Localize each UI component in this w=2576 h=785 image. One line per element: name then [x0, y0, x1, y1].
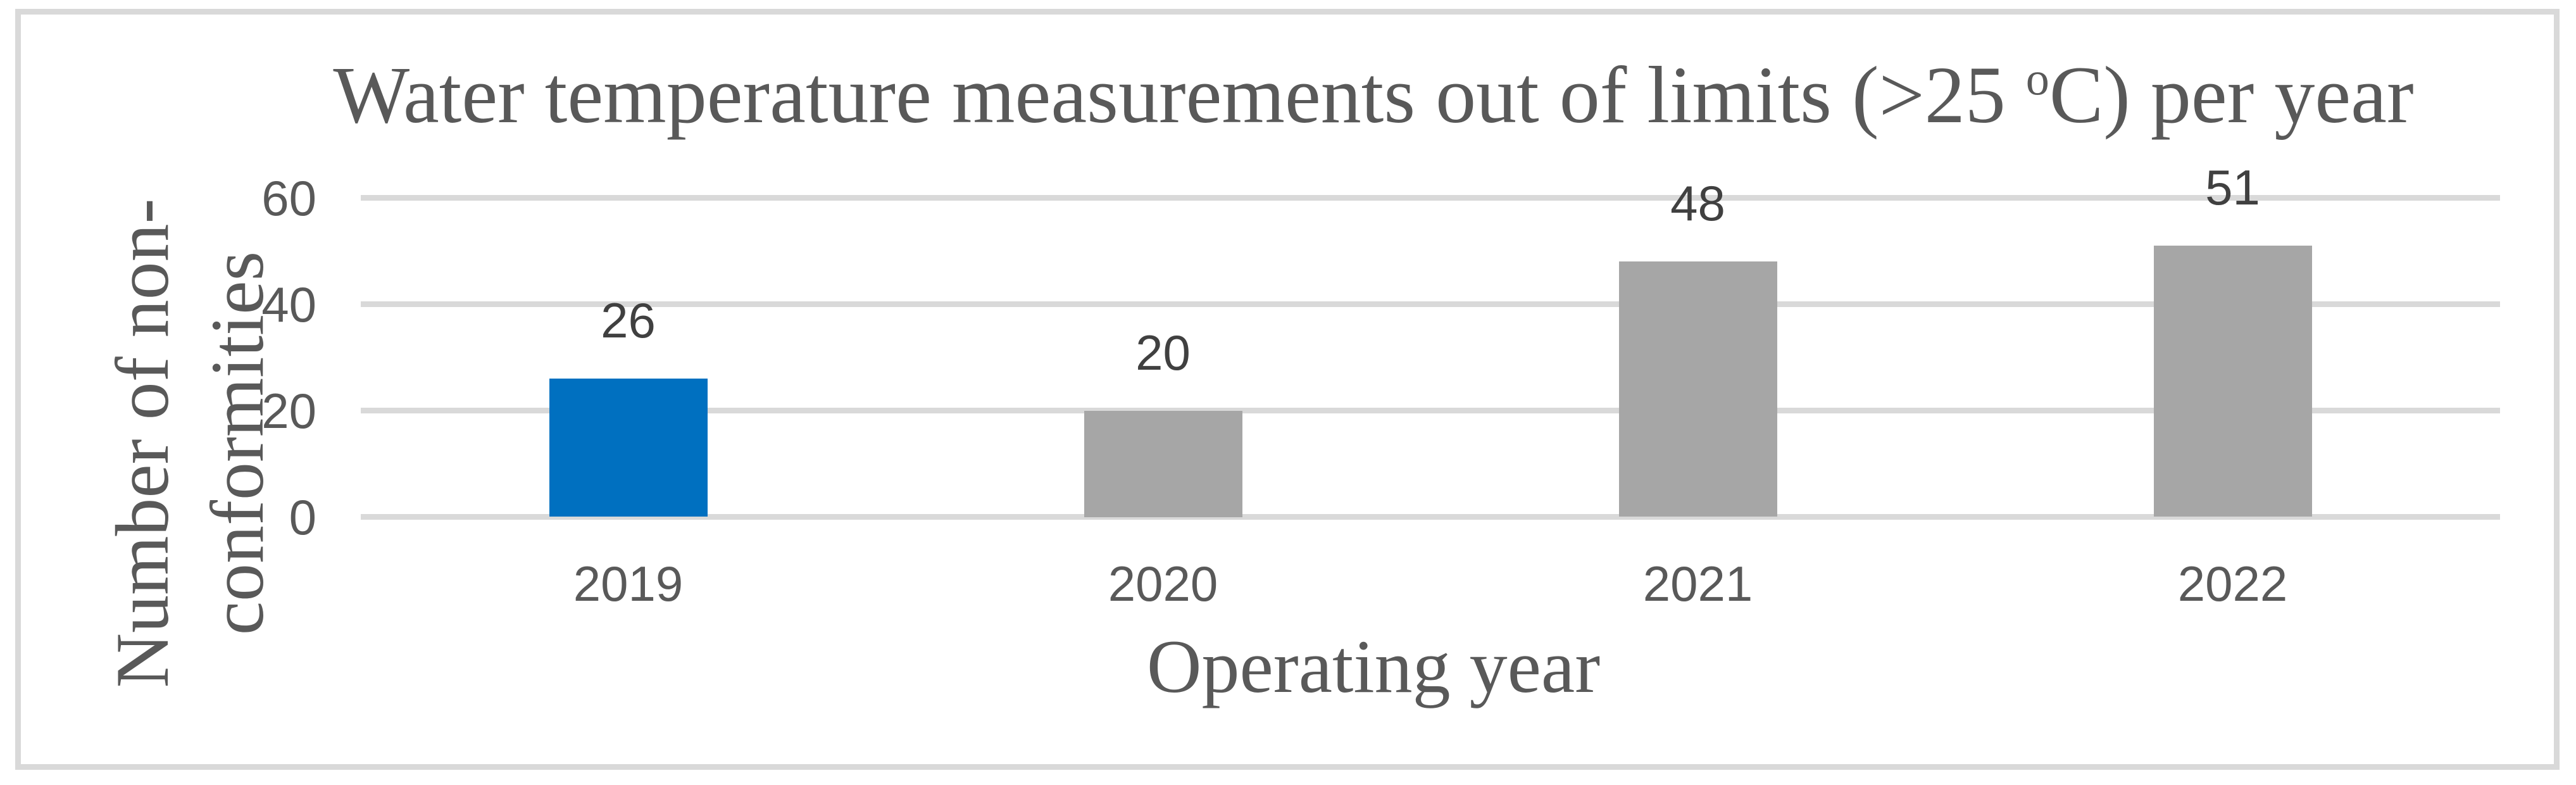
bar-2022 — [2153, 246, 2312, 517]
gridline-y0 — [361, 514, 2500, 520]
gridline-y60 — [361, 195, 2500, 201]
bar-value-label: 20 — [1135, 324, 1191, 380]
y-tick-label: 60 — [261, 170, 316, 226]
y-tick-label: 0 — [289, 489, 316, 545]
bar-value-label: 51 — [2205, 160, 2260, 216]
chart-title-superscript: o — [2025, 53, 2049, 106]
bar-value-label: 48 — [1670, 175, 1725, 232]
chart-title: Water temperature measurements out of li… — [297, 47, 2449, 142]
y-axis-title: Number of non- conformities — [100, 198, 279, 688]
chart-frame — [15, 9, 2560, 770]
x-tick-label: 2020 — [1108, 556, 1218, 612]
bar-2019 — [549, 379, 708, 517]
x-axis-title: Operating year — [1146, 624, 1601, 708]
y-tick-label: 40 — [261, 276, 316, 332]
bar-2021 — [1618, 261, 1777, 517]
gridline-y40 — [361, 301, 2500, 307]
x-tick-label: 2019 — [573, 556, 684, 612]
x-tick-label: 2022 — [2177, 556, 2288, 612]
gridline-y20 — [361, 408, 2500, 413]
chart-title-suffix: C) per year — [2049, 50, 2414, 140]
bar-value-label: 26 — [601, 292, 656, 349]
y-tick-label: 20 — [261, 382, 316, 439]
x-tick-label: 2021 — [1642, 556, 1753, 612]
chart-title-prefix: Water temperature measurements out of li… — [333, 50, 2026, 140]
bar-2020 — [1084, 410, 1242, 517]
